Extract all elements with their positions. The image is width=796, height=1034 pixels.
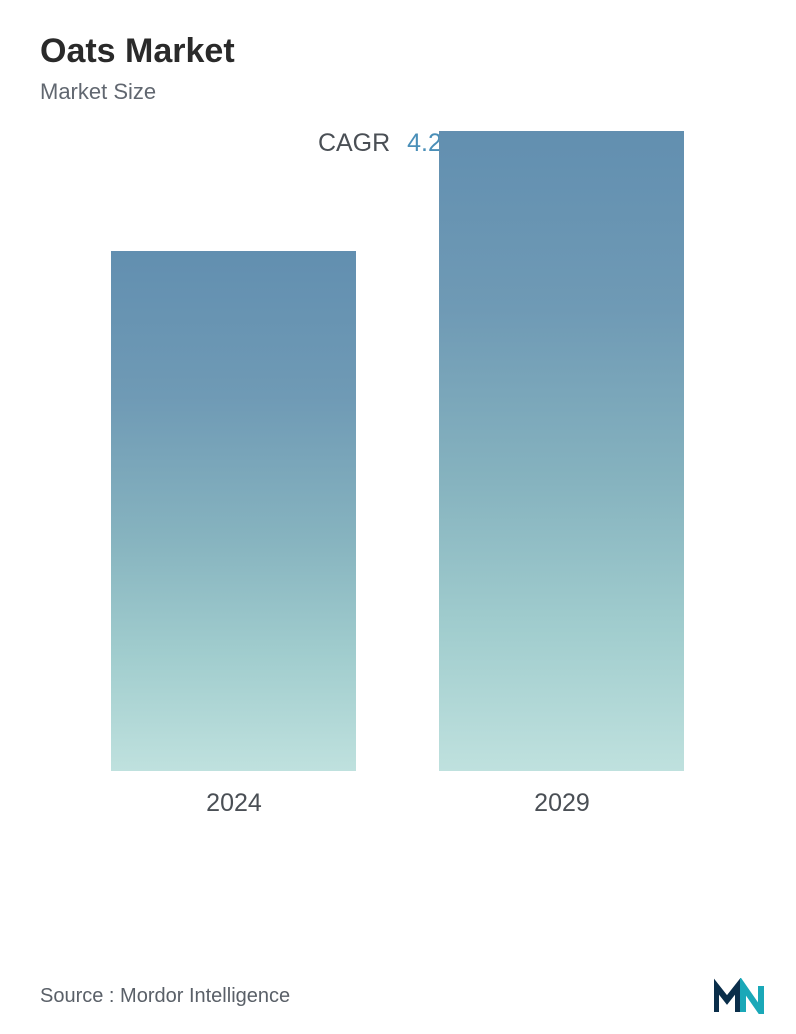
source-text: Source : Mordor Intelligence <box>40 985 290 1008</box>
bar-group-1: 2029 <box>431 131 693 818</box>
bars-container: 2024 2029 <box>40 168 756 818</box>
chart-title: Oats Market <box>40 32 756 71</box>
bar-0 <box>111 251 356 771</box>
category-label-1: 2029 <box>534 789 590 818</box>
chart-plot-area: 2024 2029 <box>40 168 756 868</box>
cagr-label: CAGR <box>318 129 390 157</box>
brand-logo-icon <box>714 978 766 1014</box>
bar-1 <box>439 131 684 771</box>
mn-logo-icon <box>714 978 766 1014</box>
category-label-0: 2024 <box>206 789 262 818</box>
chart-card: Oats Market Market Size CAGR 4.22% 2024 … <box>0 0 796 1034</box>
footer-row: Source : Mordor Intelligence <box>40 978 766 1014</box>
chart-subtitle: Market Size <box>40 79 756 105</box>
bar-group-0: 2024 <box>103 251 365 818</box>
